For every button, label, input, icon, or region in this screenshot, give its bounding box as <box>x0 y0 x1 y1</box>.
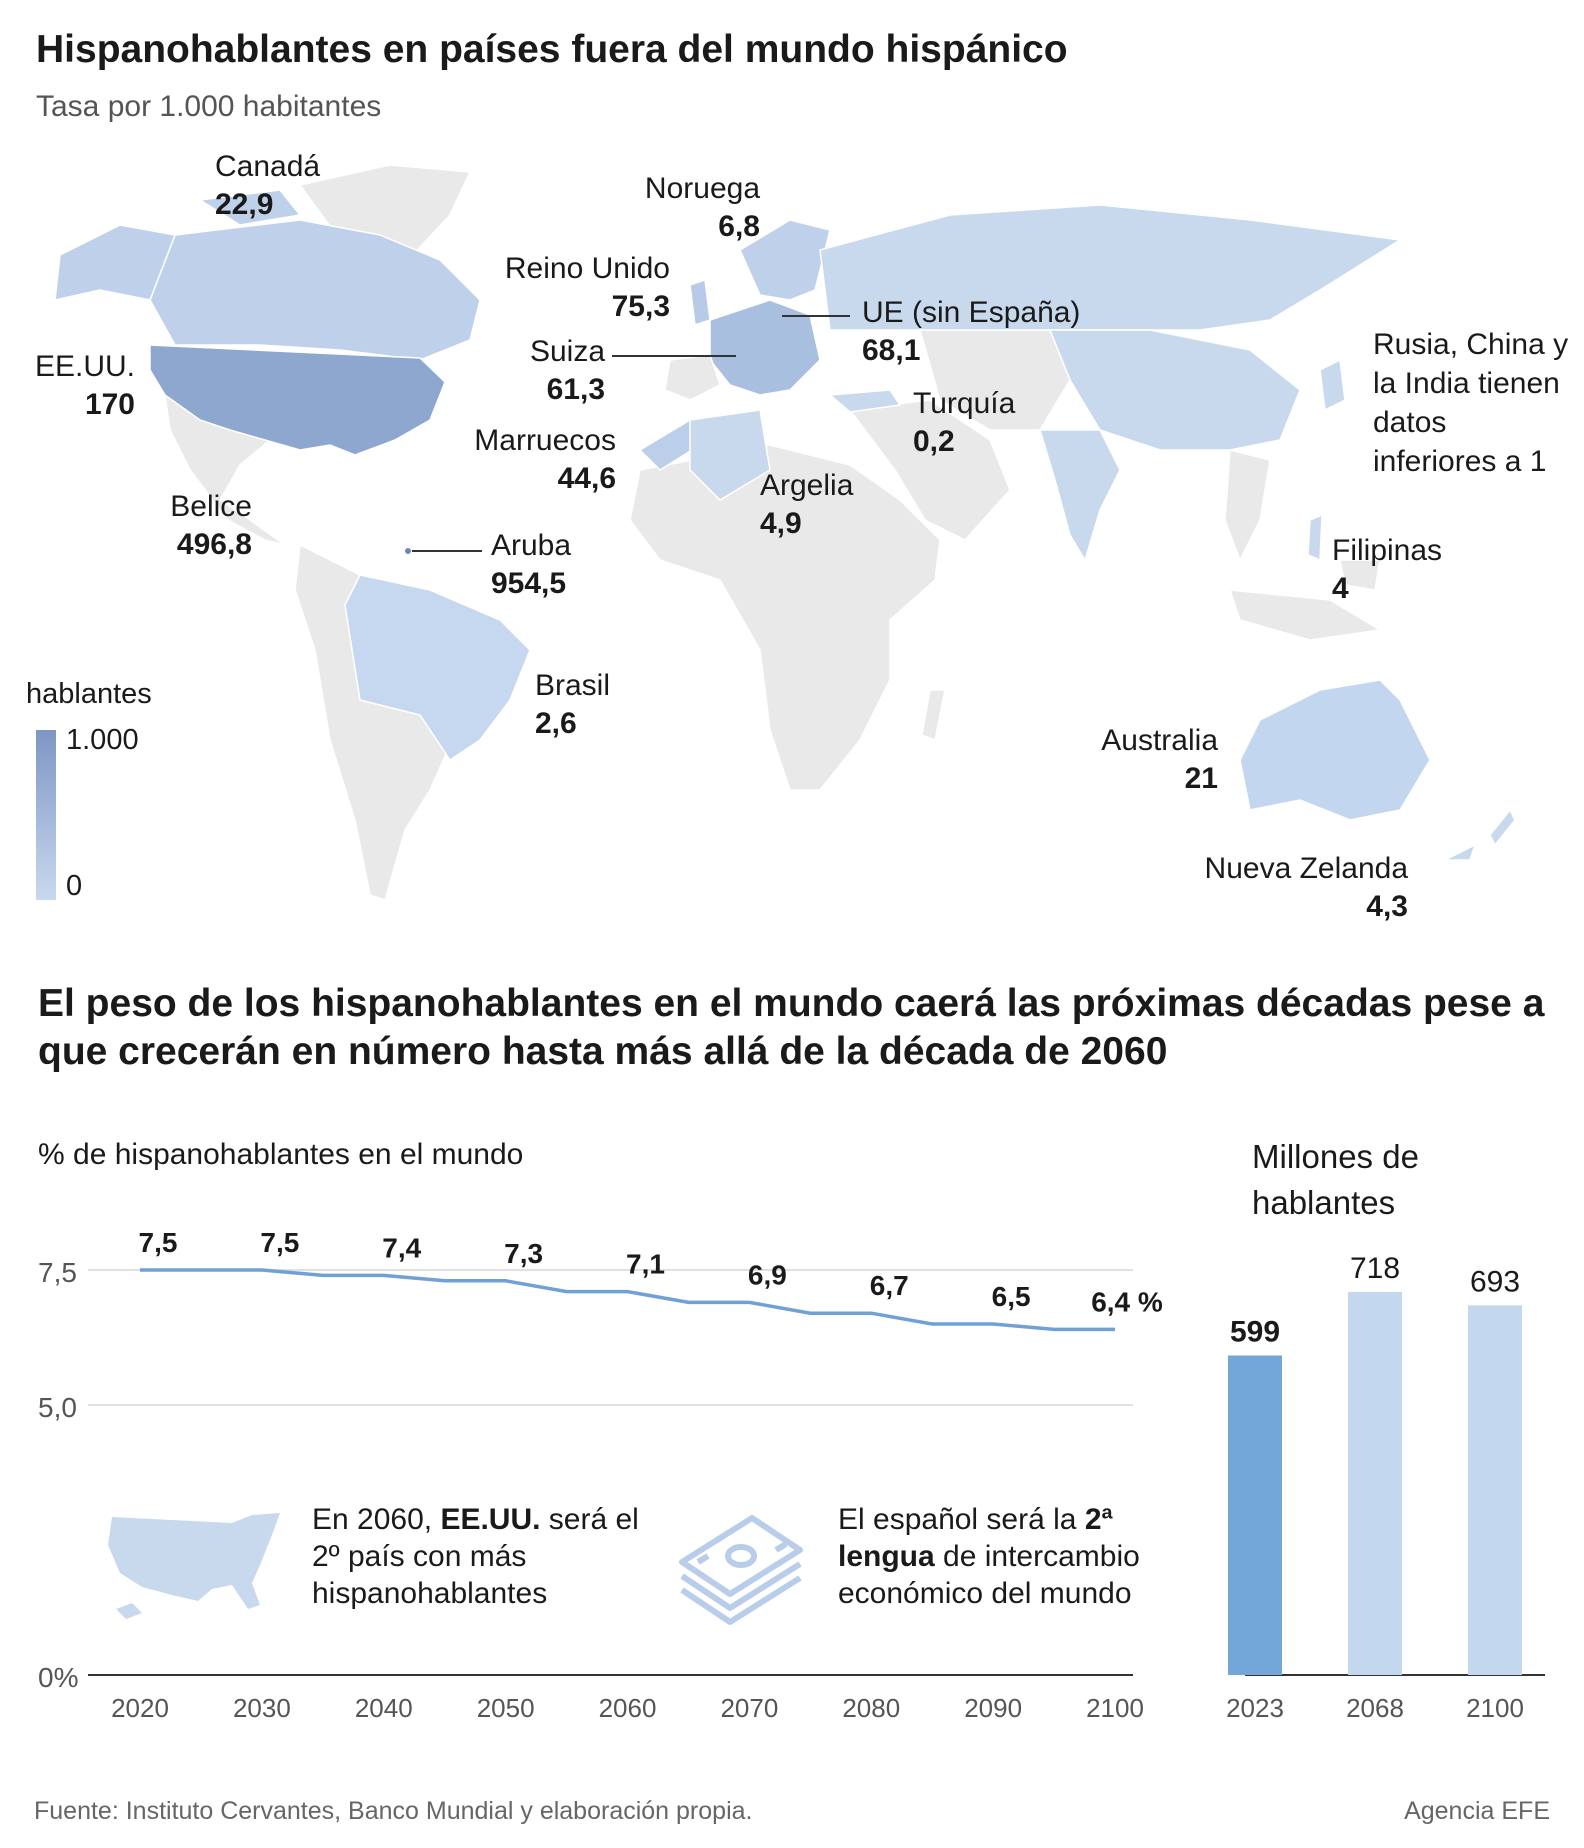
bar <box>1228 1355 1282 1675</box>
label-morocco: Marruecos 44,6 <box>474 424 616 495</box>
x-tick-label: 2090 <box>964 1693 1022 1723</box>
legend-min: 0 <box>66 870 83 902</box>
money-stack-icon <box>679 1515 803 1625</box>
line-chart-title: % de hispanohablantes en el mundo <box>38 1138 524 1171</box>
label-norway: Noruega 6,8 <box>644 172 760 243</box>
info-economy: El español será la 2ª lengua de intercam… <box>838 1503 1140 1610</box>
label-australia: Australia 21 <box>1101 724 1218 795</box>
bar-category-label: 2068 <box>1346 1693 1404 1723</box>
label-philippines: Filipinas 4 <box>1332 534 1443 605</box>
credit: Agencia EFE <box>1404 1797 1550 1825</box>
label-new-zealand: Nueva Zelanda 4,3 <box>1204 852 1408 923</box>
value-label: 7,1 <box>626 1249 665 1280</box>
usa-map-icon <box>108 1513 280 1619</box>
value-label: 7,5 <box>260 1227 299 1258</box>
percentage-line <box>140 1268 1115 1332</box>
value-label: 6,9 <box>748 1259 787 1290</box>
label-turkey: Turquía 0,2 <box>913 387 1016 458</box>
label-belize: Belice 496,8 <box>170 490 252 561</box>
label-switzerland: Suiza 61,3 <box>529 335 605 406</box>
map-note: Rusia, China y la India tienen datos inf… <box>1373 328 1569 478</box>
value-label: 6,5 <box>992 1281 1031 1312</box>
label-uk: Reino Unido 75,3 <box>504 252 670 323</box>
bar-chart-title: Millones de hablantes <box>1252 1138 1419 1221</box>
world-map <box>54 164 1516 901</box>
aruba-dot <box>405 548 411 554</box>
y-tick-label: 5,0 <box>38 1392 77 1423</box>
trend-title: El peso de los hispanohablantes en el mu… <box>38 982 1545 1073</box>
x-tick-label: 2040 <box>355 1693 413 1723</box>
value-label: 7,3 <box>504 1238 543 1269</box>
x-tick-label: 2060 <box>599 1693 657 1723</box>
bar-value-label: 693 <box>1470 1265 1520 1298</box>
y-tick-label: 0% <box>38 1662 78 1693</box>
x-tick-label: 2080 <box>842 1693 900 1723</box>
x-tick-label: 2070 <box>720 1693 778 1723</box>
source-note: Fuente: Instituto Cervantes, Banco Mundi… <box>34 1797 753 1825</box>
x-tick-label: 2030 <box>233 1693 291 1723</box>
x-tick-label: 2100 <box>1086 1693 1144 1723</box>
bar-value-label: 718 <box>1350 1252 1400 1285</box>
bar <box>1348 1292 1402 1675</box>
map-title: Hispanohablantes en países fuera del mun… <box>36 28 1068 71</box>
info-usa: En 2060, EE.UU. será el 2º país con más … <box>312 1503 639 1610</box>
value-label: 6,7 <box>870 1270 909 1301</box>
label-eu: UE (sin España) 68,1 <box>862 296 1081 367</box>
bar <box>1468 1305 1522 1675</box>
bar-value-label: 599 <box>1230 1315 1280 1348</box>
label-aruba: Aruba 954,5 <box>491 529 572 600</box>
legend-title: hablantes <box>26 678 152 710</box>
bar-category-label: 2100 <box>1466 1693 1524 1723</box>
map-subtitle: Tasa por 1.000 habitantes <box>36 90 382 123</box>
legend-max: 1.000 <box>66 724 139 756</box>
value-label: 7,5 <box>139 1227 178 1258</box>
legend-gradient <box>36 730 56 900</box>
label-algeria: Argelia 4,9 <box>760 469 854 540</box>
y-tick-label: 7,5 <box>38 1257 77 1288</box>
bar-category-label: 2023 <box>1226 1693 1284 1723</box>
label-canada: Canadá 22,9 <box>215 150 321 221</box>
x-tick-label: 2020 <box>111 1693 169 1723</box>
x-tick-label: 2050 <box>477 1693 535 1723</box>
value-label: 6,4 % <box>1091 1286 1163 1317</box>
label-brazil: Brasil 2,6 <box>535 669 611 740</box>
label-usa: EE.UU. 170 <box>34 350 135 421</box>
value-label: 7,4 <box>382 1232 421 1263</box>
